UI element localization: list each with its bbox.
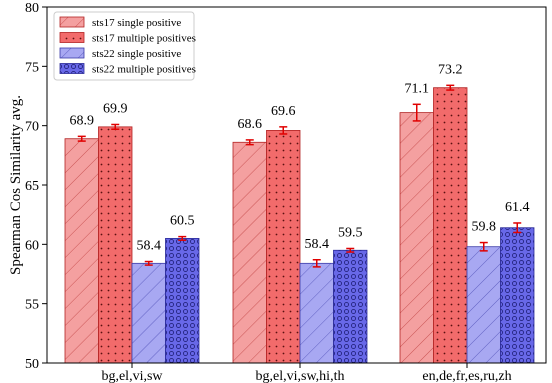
legend-label: sts22 multiple positives <box>92 64 196 76</box>
x-tick-label: bg,el,vi,sw <box>101 369 163 383</box>
y-tick-label: 70 <box>25 120 39 135</box>
legend-box <box>53 11 195 81</box>
data-label: 69.9 <box>103 101 128 116</box>
data-label: 59.5 <box>338 225 363 240</box>
bar <box>98 126 133 364</box>
x-axis: bg,el,vi,sw bg,el,vi,sw,hi,th en,de,fr,es,… <box>101 363 512 383</box>
bar <box>466 246 501 364</box>
bars-layer <box>64 87 535 364</box>
error-bars-layer <box>77 84 522 268</box>
data-label: 73.2 <box>438 62 463 77</box>
bar <box>500 227 535 364</box>
y-tick-label: 80 <box>25 1 39 16</box>
data-label: 68.9 <box>70 113 95 128</box>
bar <box>399 112 434 364</box>
bar <box>266 130 301 364</box>
x-tick-label: bg,el,vi,sw,hi,th <box>256 369 345 383</box>
legend-swatch <box>59 16 85 28</box>
y-axis-label: Spearman Cos Similarity avg. <box>8 95 24 275</box>
data-label: 58.4 <box>305 237 330 252</box>
data-label: 58.4 <box>137 239 162 254</box>
data-label: 69.6 <box>271 104 296 119</box>
legend-swatch <box>59 47 85 59</box>
y-tick-label: 50 <box>25 357 39 372</box>
y-tick-label: 55 <box>25 298 39 313</box>
bar <box>64 138 99 364</box>
data-label: 61.4 <box>505 200 530 215</box>
bar <box>433 87 468 364</box>
y-axis: 50 55 60 65 70 75 80 <box>25 1 47 372</box>
data-label: 60.5 <box>170 214 195 229</box>
legend-label: sts17 single positive <box>92 17 181 29</box>
bar <box>299 262 334 364</box>
data-label: 68.6 <box>238 117 263 132</box>
bar <box>165 237 200 364</box>
data-label: 71.1 <box>405 81 430 96</box>
legend-swatch <box>59 32 85 43</box>
bar <box>333 249 368 364</box>
legend-label: sts22 single positive <box>92 48 181 60</box>
bar <box>232 141 267 364</box>
legend: sts17 single positive sts17 multiple posi… <box>53 11 196 81</box>
legend-swatch <box>59 63 85 74</box>
data-labels-layer: 68.9 69.9 58.4 60.5 68.6 69.6 58.4 59.5 71.1 73.2… <box>70 62 530 253</box>
y-tick-label: 60 <box>25 238 39 253</box>
y-tick-label: 75 <box>25 60 39 75</box>
legend-label: sts17 multiple positives <box>92 33 196 45</box>
x-tick-label: en,de,fr,es,ru,zh <box>422 369 511 383</box>
bar <box>131 262 166 364</box>
data-label: 59.8 <box>472 220 497 235</box>
y-tick-label: 65 <box>25 179 39 194</box>
